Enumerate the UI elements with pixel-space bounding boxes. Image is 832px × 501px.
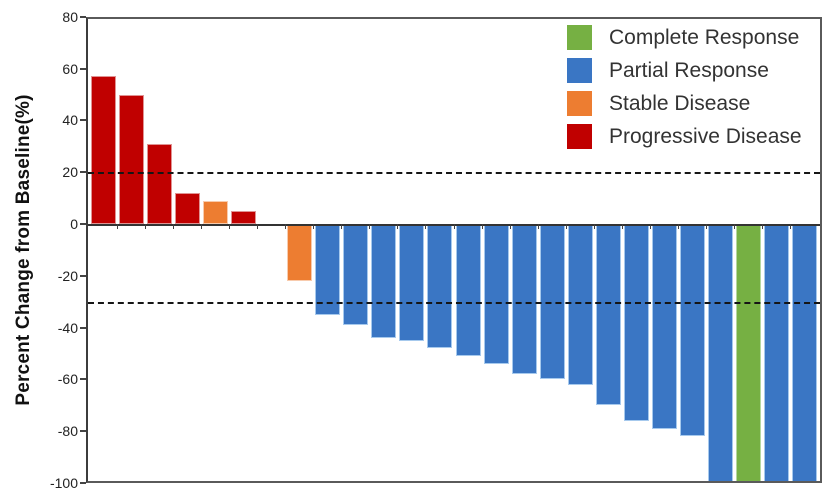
y-tick-mark xyxy=(80,171,86,174)
y-tick-mark xyxy=(80,430,86,433)
axis-slot-tick xyxy=(761,224,763,229)
legend-swatch-pr xyxy=(567,58,592,83)
axis-slot-tick xyxy=(397,224,399,229)
y-tick-mark xyxy=(80,15,86,18)
y-tick-label: 40 xyxy=(62,112,78,129)
y-tick-label: 20 xyxy=(62,164,78,181)
bar-pr xyxy=(399,224,425,341)
axis-slot-tick xyxy=(313,224,315,229)
bar-pr xyxy=(623,224,649,421)
axis-slot-tick xyxy=(593,224,595,229)
legend-label: Progressive Disease xyxy=(609,124,802,148)
y-tick-label: 0 xyxy=(70,216,78,232)
legend: Complete Response Partial Response Stable … xyxy=(567,25,802,157)
axis-slot-tick xyxy=(341,224,343,229)
bar-pd xyxy=(91,76,116,224)
axis-slot-tick xyxy=(565,224,567,229)
legend-item: Partial Response xyxy=(567,58,802,83)
bar-sd xyxy=(287,224,313,281)
y-tick-label: -20 xyxy=(57,267,78,284)
legend-item: Progressive Disease xyxy=(567,124,802,149)
axis-slot-tick xyxy=(369,224,371,229)
axis-slot-tick xyxy=(425,224,427,229)
bar-pr xyxy=(679,224,705,437)
y-tick-label: -60 xyxy=(57,371,78,388)
bar-pd xyxy=(119,94,145,224)
axis-slot-tick xyxy=(509,224,511,229)
bar-pr xyxy=(427,224,453,349)
axis-slot-tick xyxy=(649,224,651,229)
bar-sd xyxy=(203,200,229,224)
axis-slot-tick xyxy=(537,224,539,229)
bar-pr xyxy=(707,224,733,481)
bar-pr xyxy=(595,224,621,406)
legend-swatch-sd xyxy=(567,91,592,116)
axis-slot-tick xyxy=(201,224,203,229)
y-tick-label: 80 xyxy=(62,8,78,25)
axis-slot-tick xyxy=(145,224,147,229)
bar-pr xyxy=(763,224,789,481)
legend-item: Complete Response xyxy=(567,25,802,50)
axis-slot-tick xyxy=(705,224,707,229)
axis-slot-tick xyxy=(733,224,735,229)
axis-slot-tick xyxy=(257,224,259,229)
reference-line xyxy=(88,301,820,304)
y-tick-mark xyxy=(80,67,86,70)
y-tick-mark xyxy=(80,274,86,277)
y-tick-mark xyxy=(80,326,86,329)
bar-pd xyxy=(175,192,201,224)
axis-slot-tick xyxy=(229,224,231,229)
legend-label: Complete Response xyxy=(609,25,800,49)
bar-pd xyxy=(231,211,257,224)
legend-swatch-cr xyxy=(567,25,592,50)
bar-pr xyxy=(651,224,677,429)
bar-pr xyxy=(792,224,817,481)
bar-pr xyxy=(483,224,509,364)
axis-slot-tick xyxy=(621,224,623,229)
legend-swatch-pd xyxy=(567,124,592,149)
y-tick-label: -100 xyxy=(49,474,78,491)
axis-slot-tick xyxy=(173,224,175,229)
y-tick-label: -80 xyxy=(57,423,78,440)
y-axis-title: Percent Change from Baseline(%) xyxy=(13,94,34,406)
bar-cr xyxy=(735,224,761,481)
axis-slot-tick xyxy=(285,224,287,229)
bar-pd xyxy=(147,143,173,224)
y-tick-mark xyxy=(80,223,86,225)
y-tick-mark xyxy=(80,119,86,122)
legend-label: Stable Disease xyxy=(609,91,751,115)
y-tick-label: -40 xyxy=(57,319,78,336)
axis-slot-tick xyxy=(790,224,791,229)
plot-area: Complete Response Partial Response Stable … xyxy=(86,17,822,483)
bar-pr xyxy=(567,224,593,385)
legend-label: Partial Response xyxy=(609,58,769,82)
bar-pr xyxy=(511,224,537,375)
y-tick-mark xyxy=(80,481,86,484)
bar-pr xyxy=(371,224,397,338)
axis-slot-tick xyxy=(117,224,119,229)
bar-pr xyxy=(455,224,481,357)
y-tick-label: 60 xyxy=(62,60,78,77)
y-tick-mark xyxy=(80,378,86,381)
reference-line xyxy=(88,172,820,175)
axis-slot-tick xyxy=(677,224,679,229)
axis-slot-tick xyxy=(481,224,483,229)
bar-pr xyxy=(343,224,369,325)
axis-slot-tick xyxy=(453,224,455,229)
legend-item: Stable Disease xyxy=(567,91,802,116)
